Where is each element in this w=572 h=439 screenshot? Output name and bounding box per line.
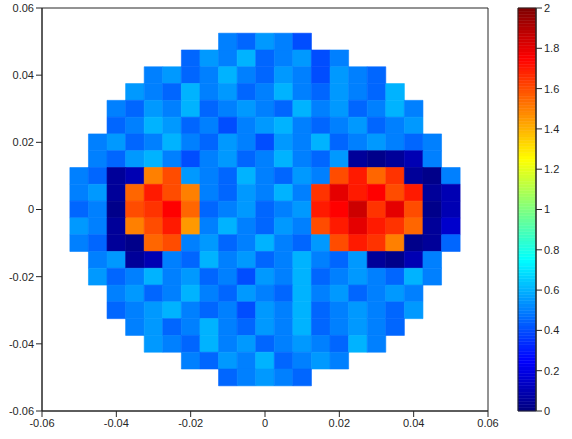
svg-text:-0.06: -0.06	[29, 417, 54, 429]
svg-text:-0.06: -0.06	[9, 405, 34, 417]
svg-text:1: 1	[544, 203, 550, 215]
svg-text:0.06: 0.06	[13, 2, 34, 14]
svg-text:0: 0	[28, 203, 34, 215]
svg-text:-0.04: -0.04	[104, 417, 129, 429]
svg-text:0.04: 0.04	[403, 417, 424, 429]
svg-text:0.2: 0.2	[544, 365, 559, 377]
svg-text:1.6: 1.6	[544, 83, 559, 95]
svg-text:0.06: 0.06	[477, 417, 498, 429]
svg-text:-0.02: -0.02	[178, 417, 203, 429]
svg-text:2: 2	[544, 2, 550, 14]
svg-text:1.4: 1.4	[544, 123, 559, 135]
svg-text:-0.02: -0.02	[9, 271, 34, 283]
svg-text:1.2: 1.2	[544, 163, 559, 175]
svg-text:0.02: 0.02	[13, 136, 34, 148]
svg-text:0: 0	[262, 417, 268, 429]
svg-text:0: 0	[544, 405, 550, 417]
svg-text:0.02: 0.02	[329, 417, 350, 429]
svg-text:0.4: 0.4	[544, 324, 559, 336]
svg-text:-0.04: -0.04	[9, 338, 34, 350]
svg-text:0.8: 0.8	[544, 244, 559, 256]
svg-text:0.6: 0.6	[544, 284, 559, 296]
svg-text:1.8: 1.8	[544, 42, 559, 54]
svg-text:0.04: 0.04	[13, 69, 34, 81]
